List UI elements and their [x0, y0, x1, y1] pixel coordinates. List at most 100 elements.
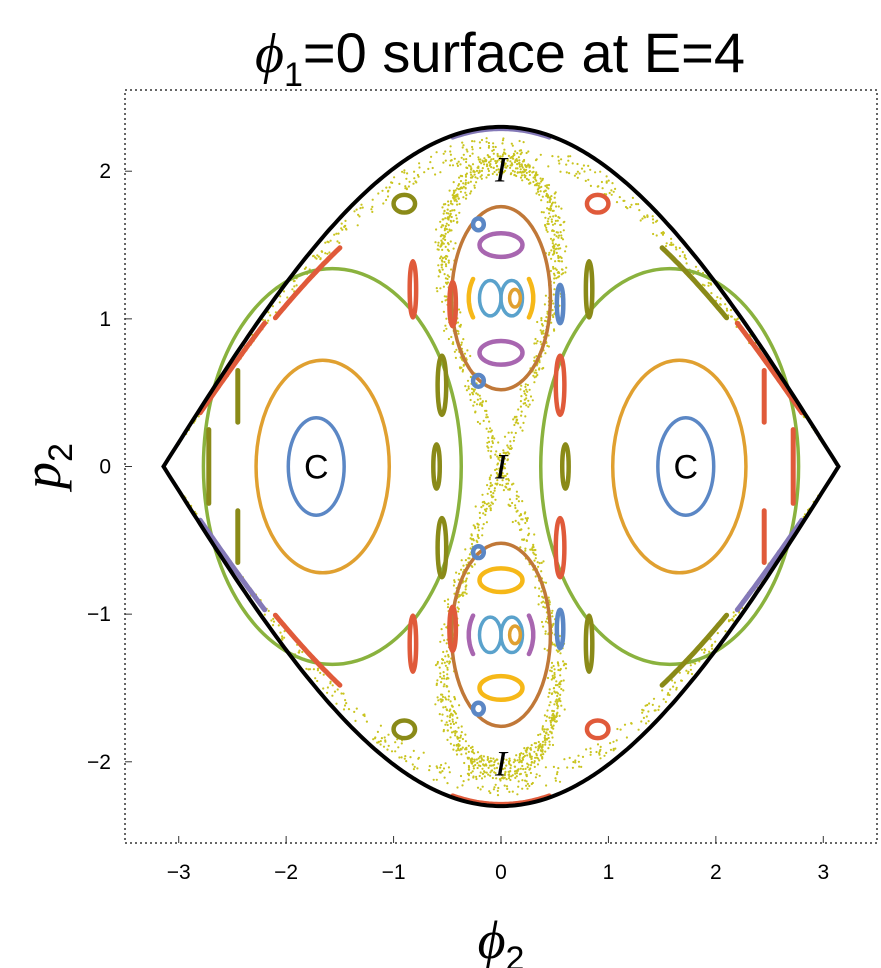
chaotic-point — [554, 267, 557, 270]
chaotic-point — [460, 156, 463, 159]
chaotic-point — [518, 756, 521, 759]
chaotic-point — [509, 156, 512, 159]
chaotic-point — [511, 155, 515, 158]
chaotic-point — [481, 159, 484, 162]
chaotic-point — [471, 748, 474, 751]
chaotic-point — [555, 205, 558, 208]
chaotic-point — [549, 669, 552, 672]
chaotic-point — [630, 203, 633, 206]
chaotic-point — [563, 758, 566, 761]
chaotic-point — [472, 404, 475, 407]
chaotic-point — [459, 311, 462, 314]
chaotic-point — [514, 772, 517, 775]
chaotic-point — [730, 315, 733, 318]
chaotic-point — [518, 514, 521, 517]
chaotic-point — [517, 495, 520, 498]
chaotic-point — [489, 757, 492, 760]
chaotic-point — [494, 145, 497, 149]
chaotic-point — [564, 271, 567, 274]
chaotic-point — [538, 193, 541, 196]
chaotic-point — [535, 371, 538, 374]
chaotic-point — [441, 241, 444, 245]
chaotic-point — [365, 720, 368, 723]
chaotic-point — [484, 400, 488, 403]
chaotic-point — [473, 752, 476, 755]
chaotic-point — [540, 620, 544, 624]
chaotic-point — [469, 192, 472, 195]
x-tick-label: 1 — [603, 861, 615, 884]
chaotic-point — [534, 337, 537, 341]
chaotic-point — [482, 759, 485, 762]
chaotic-point — [444, 762, 447, 765]
chaotic-point — [573, 174, 577, 177]
title-rest: =0 surface at E=4 — [303, 21, 745, 84]
chaotic-point — [455, 217, 458, 220]
chaotic-point — [439, 766, 442, 769]
chaotic-point — [554, 700, 557, 703]
chaotic-point — [521, 179, 524, 182]
chaotic-point — [618, 196, 621, 199]
chaotic-point — [580, 167, 584, 170]
chaotic-point — [521, 518, 524, 521]
chaotic-point — [529, 767, 532, 770]
chaotic-point — [553, 222, 557, 225]
chaotic-point — [440, 244, 443, 247]
chaotic-point — [556, 771, 559, 774]
chaotic-point — [525, 748, 529, 751]
chaotic-point — [496, 160, 499, 163]
chaotic-point — [544, 294, 548, 297]
island-arc-violet — [526, 613, 536, 657]
chaotic-point — [314, 677, 317, 680]
chaotic-point — [549, 721, 553, 724]
chaotic-point — [461, 784, 464, 787]
chaotic-point — [546, 728, 549, 731]
chaotic-point — [307, 668, 310, 671]
chaotic-point — [390, 750, 394, 753]
chaotic-point — [540, 753, 543, 756]
chaotic-point — [457, 184, 460, 187]
chaotic-point — [559, 693, 562, 697]
chaotic-point — [550, 661, 554, 665]
chaotic-point — [646, 214, 649, 217]
chaotic-point — [457, 607, 460, 611]
chaotic-point — [550, 611, 553, 615]
chaotic-point — [467, 557, 470, 560]
chaotic-point — [538, 562, 541, 565]
chaotic-point — [481, 527, 484, 530]
chaotic-point — [384, 740, 387, 743]
chaotic-point — [524, 771, 527, 774]
chaotic-point — [550, 204, 553, 207]
chaotic-point — [563, 708, 566, 711]
chaotic-point — [546, 310, 549, 313]
chaotic-point — [449, 722, 452, 726]
chaotic-point — [542, 560, 545, 563]
chaotic-point — [534, 756, 537, 759]
chaotic-point — [355, 208, 358, 211]
chaotic-point — [643, 216, 647, 219]
chaotic-point — [488, 164, 491, 167]
chaotic-point — [510, 164, 513, 167]
chaotic-point — [521, 764, 524, 768]
chaotic-point — [467, 387, 470, 390]
chaotic-point — [547, 217, 550, 220]
chaotic-point — [553, 716, 556, 719]
chaotic-point — [550, 678, 553, 681]
chaotic-point — [657, 708, 660, 712]
chaotic-point — [471, 148, 474, 151]
chaotic-point — [499, 155, 502, 158]
chaotic-point — [319, 671, 322, 675]
chaotic-point — [449, 145, 452, 148]
chaotic-point — [272, 617, 275, 621]
chaotic-point — [553, 233, 556, 236]
chaotic-point — [455, 193, 458, 197]
chaotic-point — [550, 249, 553, 252]
chaotic-point — [562, 679, 565, 682]
chaotic-point — [469, 398, 472, 402]
chaotic-point — [707, 281, 710, 284]
chaotic-point — [609, 748, 613, 751]
chaotic-point — [517, 422, 520, 425]
chaotic-point — [540, 319, 543, 322]
chaotic-point — [452, 722, 455, 726]
chaotic-point — [562, 229, 565, 232]
chaotic-point — [549, 730, 552, 733]
